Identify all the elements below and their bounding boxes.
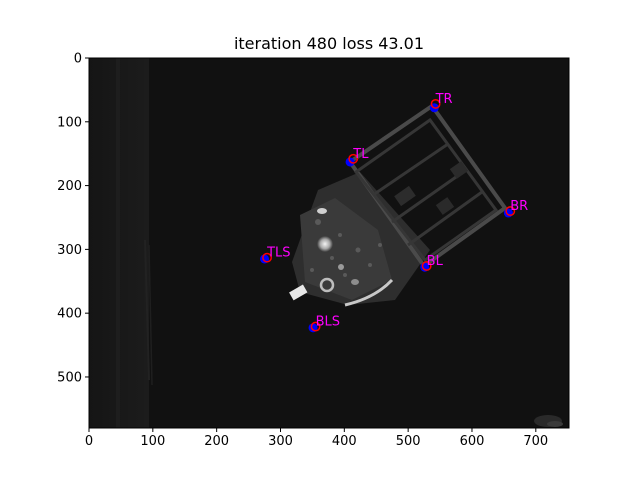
y-tick-label: 0 [74, 52, 82, 67]
keypoint-markers: TR TL BR TLS BL BLS [260, 92, 528, 333]
keypoint-pred-marker [348, 153, 359, 164]
keypoint-pred-marker [505, 206, 516, 217]
x-tick-label: 600 [460, 434, 485, 449]
x-tick-label: 400 [332, 434, 357, 449]
y-tick-label: 100 [57, 115, 82, 130]
keypoint-label: BR [510, 199, 528, 214]
keypoint-label: TL [352, 147, 369, 162]
x-axis: 0 100 200 300 400 500 600 700 [85, 428, 548, 449]
keypoint-label: BL [427, 254, 444, 269]
x-tick-label: 300 [268, 434, 293, 449]
keypoint-pred-marker [310, 321, 321, 332]
x-tick-label: 200 [204, 434, 229, 449]
y-tick-label: 400 [57, 307, 82, 322]
y-tick-label: 500 [57, 370, 82, 385]
chart-title: iteration 480 loss 43.01 [234, 34, 424, 53]
y-tick-label: 300 [57, 243, 82, 258]
keypoint-label: TR [435, 92, 453, 107]
keypoint-pred-marker [430, 98, 441, 109]
camera-image [89, 58, 569, 428]
y-tick-label: 200 [57, 179, 82, 194]
x-tick-label: 100 [140, 434, 165, 449]
keypoint-pred-marker [421, 261, 432, 271]
keypoint-label: BLS [316, 315, 340, 330]
y-axis: 0 100 200 300 400 500 [57, 52, 89, 385]
keypoint-pred-marker [262, 252, 273, 263]
keypoint-label: TLS [266, 246, 290, 261]
x-tick-label: 500 [396, 434, 421, 449]
plot-area-frame [88, 57, 570, 429]
x-tick-label: 700 [523, 434, 548, 449]
x-tick-label: 0 [85, 434, 93, 449]
